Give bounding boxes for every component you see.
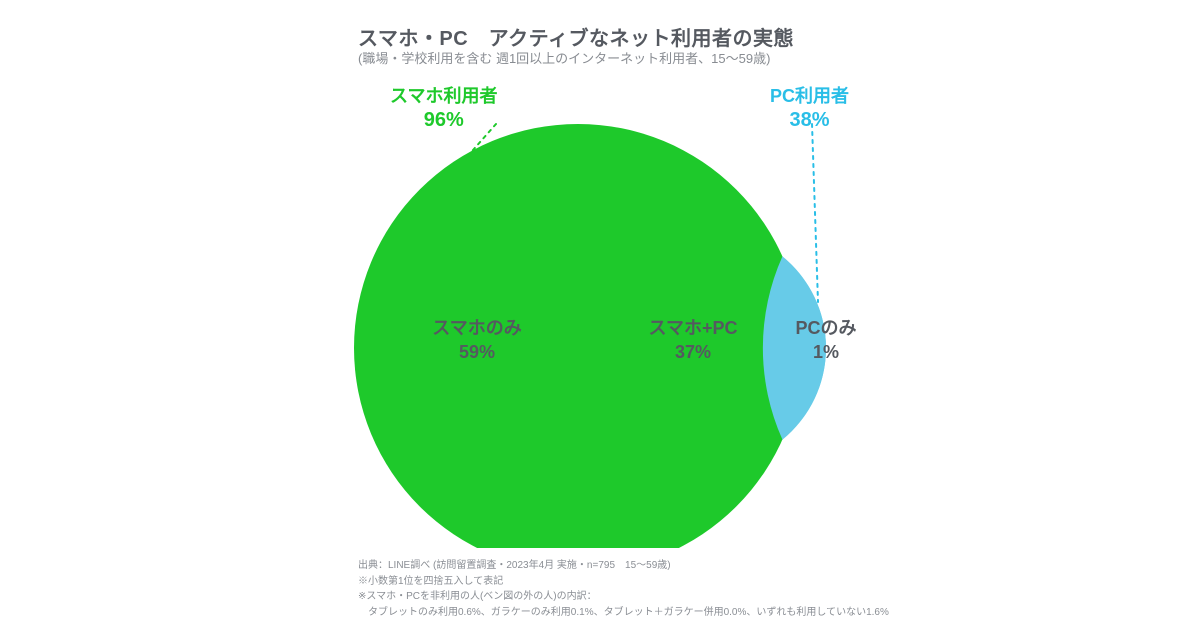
segment-label: スマホ+PC [618,316,768,340]
venn-infographic: スマホ・PC アクティブなネット利用者の実態 (職場・学校利用を含む 週1回以上… [0,0,1200,630]
chart-subtitle: (職場・学校利用を含む 週1回以上のインターネット利用者、15〜59歳) [358,48,770,67]
segment-label: スマホのみ [402,316,552,340]
leader-pc [812,124,818,302]
footnotes: 出典：LINE調べ (訪問留置調査・2023年4月 実施・n=795 15〜59… [358,558,889,620]
segment-smartphone-only: スマホのみ 59% [402,316,552,365]
chart-title: スマホ・PC アクティブなネット利用者の実態 [358,22,794,51]
segment-both: スマホ+PC 37% [618,316,768,365]
segment-percent: 59% [402,340,552,364]
segment-percent: 37% [618,340,768,364]
segment-label: PCのみ [783,316,869,340]
segment-percent: 1% [783,340,869,364]
segment-pc-only: PCのみ 1% [783,316,869,365]
venn-stage: スマホのみ 59% スマホ+PC 37% PCのみ 1% [340,88,870,548]
